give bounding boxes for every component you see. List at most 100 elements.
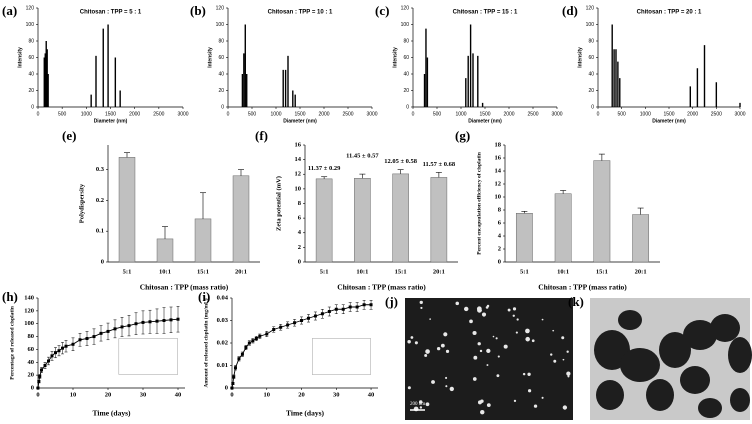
bar xyxy=(481,102,484,107)
bar xyxy=(114,57,117,107)
y-tick-label: 8 xyxy=(498,206,502,213)
particle xyxy=(445,376,448,380)
error-bar xyxy=(435,172,442,178)
marker xyxy=(120,325,124,329)
particle xyxy=(440,343,445,348)
x-tick-label: 40 xyxy=(368,391,375,398)
x-axis-title: Chitosan : TPP (mass ratio) xyxy=(337,283,426,292)
bar xyxy=(615,49,617,107)
y-axis-title: Intensity xyxy=(17,47,23,68)
x-axis-title: Time (days) xyxy=(93,409,131,418)
y-tick-label: 80 xyxy=(28,38,34,44)
panel-label: (g) xyxy=(455,128,470,143)
particle xyxy=(479,349,483,353)
x-tick-label: 10:1 xyxy=(557,268,569,275)
marker xyxy=(64,344,68,348)
particle xyxy=(525,336,530,342)
panel-label: (d) xyxy=(562,3,578,18)
y-tick-label: 100 xyxy=(26,22,35,28)
panel-label: (a) xyxy=(2,3,17,18)
particle xyxy=(541,318,544,321)
error-bar xyxy=(598,153,605,161)
particle xyxy=(552,329,555,332)
y-tick-label: 2 xyxy=(298,244,301,251)
particle xyxy=(476,306,482,312)
x-tick-label: 10 xyxy=(70,391,77,398)
bar xyxy=(739,102,741,107)
x-tick-label: 0 xyxy=(597,111,600,117)
y-tick-label: 0.3 xyxy=(96,166,105,173)
panel-label: (f) xyxy=(255,128,268,143)
particle xyxy=(418,400,423,404)
x-tick-label: 10:1 xyxy=(159,268,171,275)
error-bar xyxy=(321,176,328,179)
x-tick-label: 1500 xyxy=(294,111,305,117)
y-tick-label: 0 xyxy=(31,384,34,391)
x-tick-label: 10:1 xyxy=(356,268,368,275)
bar xyxy=(102,28,104,107)
particle xyxy=(566,371,571,376)
y-tick-label: 80 xyxy=(403,38,409,44)
particle xyxy=(512,307,517,311)
marker xyxy=(327,310,331,313)
x-tick-label: 1500 xyxy=(479,111,490,117)
marker xyxy=(113,327,117,331)
x-tick-label: 0 xyxy=(230,391,233,398)
x-tick-label: 0 xyxy=(36,391,39,398)
y-tick-label: 60 xyxy=(588,55,594,61)
x-tick-label: 500 xyxy=(58,111,67,117)
y-tick-label: 120 xyxy=(401,5,410,11)
marker xyxy=(134,322,138,326)
marker xyxy=(40,368,43,372)
x-tick-label: 40 xyxy=(175,391,182,398)
bar xyxy=(703,45,706,107)
y-tick-label: 0 xyxy=(591,104,594,110)
marker xyxy=(251,339,255,343)
marker xyxy=(237,357,241,361)
marker xyxy=(355,305,359,309)
marker xyxy=(37,380,41,384)
bar xyxy=(423,74,426,107)
x-axis-title: Diameter (nm) xyxy=(283,118,317,124)
y-tick-label: 120 xyxy=(586,5,595,11)
y-tick-label: 0 xyxy=(31,104,34,110)
marker xyxy=(247,341,251,345)
y-tick-label: 40 xyxy=(28,359,35,366)
bar xyxy=(613,49,615,107)
x-axis-title: Diameter (nm) xyxy=(94,118,128,124)
particle xyxy=(550,353,553,356)
marker xyxy=(231,382,235,385)
value-label: 11.45 ± 0.57 xyxy=(346,153,379,160)
x-tick-label: 2500 xyxy=(711,111,722,117)
particle xyxy=(419,300,423,305)
particle xyxy=(522,372,526,376)
bar xyxy=(287,55,289,107)
marker xyxy=(61,346,64,350)
marker xyxy=(78,338,82,342)
particle xyxy=(407,339,411,344)
marker xyxy=(176,317,180,321)
x-tick-label: 1000 xyxy=(640,111,651,117)
x-tick-label: 3000 xyxy=(551,111,562,117)
bar xyxy=(118,157,136,263)
particle xyxy=(425,349,430,354)
y-tick-label: 120 xyxy=(216,5,225,11)
bar xyxy=(244,24,246,107)
y-tick-label: 40 xyxy=(588,71,594,77)
particle xyxy=(566,350,569,353)
x-tick-label: 0 xyxy=(37,111,40,117)
error-bar xyxy=(200,192,206,219)
x-axis-title: Chitosan : TPP (mass ratio) xyxy=(538,283,627,292)
particle xyxy=(486,348,491,354)
x-tick-label: 15:1 xyxy=(395,268,407,275)
bar xyxy=(715,82,718,107)
y-tick-label: 0.1 xyxy=(96,228,104,235)
marker xyxy=(162,319,166,322)
marker xyxy=(232,375,236,379)
marker xyxy=(141,320,145,324)
x-tick-label: 2500 xyxy=(153,111,164,117)
marker xyxy=(258,334,262,338)
particle xyxy=(495,337,498,340)
particle xyxy=(481,312,487,317)
y-tick-label: 40 xyxy=(28,71,34,77)
